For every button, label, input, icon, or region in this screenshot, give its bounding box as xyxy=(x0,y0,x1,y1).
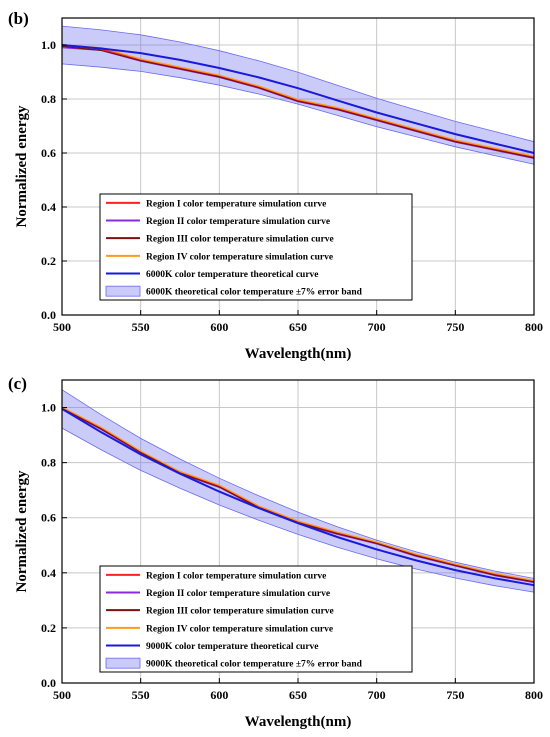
legend-label: Region IV color temperature simulation c… xyxy=(146,624,333,634)
x-tick-label: 700 xyxy=(368,688,386,702)
legend-box xyxy=(99,193,413,301)
simulation-curve-3 xyxy=(61,45,535,159)
y-tick-label: 0.8 xyxy=(41,456,56,470)
legend-label: 6000K color temperature theoretical curv… xyxy=(146,270,319,280)
chart-panel-c: (c) 500 550 600 650 700 750 800 0.0 0.2 0.4 0.6 0.8 1… xyxy=(8,374,543,730)
legend-label: Region II color temperature simulation c… xyxy=(146,217,330,227)
y-axis-title: Normalized energy xyxy=(14,105,30,228)
y-tick-label: 0.6 xyxy=(41,146,56,160)
x-tick-label: 600 xyxy=(210,688,228,702)
legend-label: Region III color temperature simulation … xyxy=(146,235,334,245)
simulation-curve-4 xyxy=(61,44,535,157)
legend-swatch xyxy=(105,657,141,669)
legend-swatch xyxy=(105,285,141,297)
y-axis-title: Normalized energy xyxy=(14,470,30,593)
legend-label: Region I color temperature simulation cu… xyxy=(146,199,326,209)
legend: Region I color temperature simulation cu… xyxy=(99,193,413,301)
x-tick-label: 650 xyxy=(289,688,307,702)
y-tick-label: 0.4 xyxy=(41,200,56,214)
panel-label: (b) xyxy=(8,9,29,28)
y-tick-label: 0.2 xyxy=(41,621,56,635)
y-tick-label: 0.2 xyxy=(41,254,56,268)
x-tick-label: 500 xyxy=(53,688,71,702)
x-tick-label: 600 xyxy=(210,320,228,334)
legend-label: Region II color temperature simulation c… xyxy=(146,589,330,599)
x-tick-label: 700 xyxy=(368,320,386,334)
y-tick-label: 0.0 xyxy=(41,308,56,322)
legend-label: Region III color temperature simulation … xyxy=(146,607,334,617)
x-tick-label: 550 xyxy=(132,688,150,702)
legend: Region I color temperature simulation cu… xyxy=(99,565,413,673)
y-tick-label: 0.4 xyxy=(41,566,56,580)
y-tick-label: 0.0 xyxy=(41,676,56,690)
simulation-curve-4 xyxy=(61,406,535,582)
legend-label: Region IV color temperature simulation c… xyxy=(146,252,333,262)
legend-label: 9000K color temperature theoretical curv… xyxy=(146,642,319,652)
legend-label: 9000K theoretical color temperature ±7% … xyxy=(146,660,363,670)
x-axis-title: Wavelength(nm) xyxy=(245,714,352,730)
x-axis-title: Wavelength(nm) xyxy=(245,346,352,362)
y-tick-label: 1.0 xyxy=(41,38,56,52)
x-tick-label: 800 xyxy=(525,320,543,334)
simulation-curve-1 xyxy=(61,44,535,158)
x-tick-label: 800 xyxy=(525,688,543,702)
legend-label: Region I color temperature simulation cu… xyxy=(146,571,326,581)
y-tick-label: 0.6 xyxy=(41,511,56,525)
y-tick-label: 0.8 xyxy=(41,92,56,106)
panel-label: (c) xyxy=(8,374,27,393)
y-tick-label: 1.0 xyxy=(41,401,56,415)
theoretical-curve xyxy=(61,408,535,587)
legend-box xyxy=(99,565,413,673)
x-tick-label: 750 xyxy=(446,320,464,334)
chart-panel-b: (b) 500 550 600 650 700 750 800 0.0 0.2 0.4 0.6 0.8 1… xyxy=(8,9,543,362)
x-tick-label: 500 xyxy=(53,320,71,334)
legend-label: 6000K theoretical color temperature ±7% … xyxy=(146,288,363,298)
x-tick-label: 750 xyxy=(446,688,464,702)
theoretical-curve xyxy=(61,44,535,154)
x-tick-label: 550 xyxy=(132,320,150,334)
x-tick-label: 650 xyxy=(289,320,307,334)
